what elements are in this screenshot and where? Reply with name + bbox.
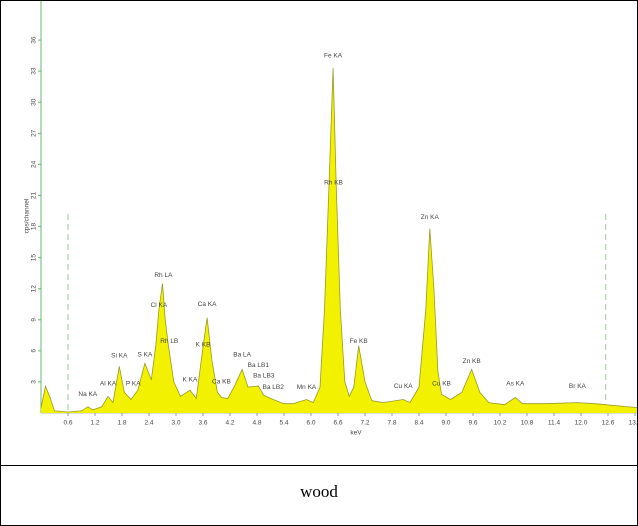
peak-label: Si KA — [111, 353, 128, 360]
peak-label: Ba LB2 — [263, 384, 285, 391]
peak-label: Cu KA — [394, 383, 413, 390]
caption: wood — [300, 482, 338, 501]
x-tick-label: 9.0 — [441, 420, 450, 427]
y-tick-label: 36 — [31, 36, 38, 44]
peak-label: Fe KA — [324, 52, 343, 59]
peak-label: Na KA — [78, 391, 97, 398]
y-tick-label: 27 — [31, 129, 38, 137]
x-tick-label: 11.4 — [548, 420, 561, 427]
x-tick-label: 13.2 — [629, 420, 637, 427]
x-tick-label: 7.8 — [387, 420, 396, 427]
peak-label: Zn KA — [421, 214, 440, 221]
y-tick-label: 21 — [31, 191, 38, 199]
spectrum-cell: 3 6 9 12 15 18 21 24 27 30 33 36 0.6 1.2 1.8 2.4 3.0 3.6 4… — [1, 1, 637, 466]
x-tick-label: 2.4 — [144, 420, 153, 427]
y-tick-label: 18 — [31, 223, 38, 231]
x-tick-label: 5.4 — [279, 420, 288, 427]
peak-label: Ba LB1 — [248, 362, 270, 369]
x-tick-label: 7.2 — [360, 420, 369, 427]
peak-label: Ba LA — [233, 352, 251, 359]
y-tick-label: 12 — [31, 285, 38, 293]
spectrum-line — [40, 67, 637, 413]
peak-label: Al KA — [100, 381, 117, 388]
peak-label: Mn KA — [297, 384, 317, 391]
y-axis-label: cps/channel — [24, 198, 31, 233]
y-tick-label: 9 — [31, 318, 38, 322]
peak-label: P KA — [126, 381, 141, 388]
peak-label: Cl KA — [151, 302, 168, 309]
x-tick-label: 1.8 — [117, 420, 126, 427]
x-axis-label: keV — [350, 430, 362, 437]
y-tick-label: 6 — [31, 349, 38, 353]
peak-label: K KA — [183, 377, 198, 384]
peak-label: S KA — [138, 352, 153, 359]
x-tick-label: 3.6 — [198, 420, 207, 427]
x-tick-label: 4.8 — [252, 420, 261, 427]
peak-label: Zn KB — [463, 358, 481, 365]
y-tick-label: 15 — [31, 254, 38, 262]
x-tick-label: 6.6 — [333, 420, 342, 427]
y-tick-label: 3 — [31, 380, 38, 384]
y-tick-label: 33 — [31, 67, 38, 75]
peak-label: Rh LA — [154, 272, 173, 279]
peak-label: Rh KB — [324, 180, 343, 187]
peak-label: K KB — [196, 341, 211, 348]
x-tick-label: 1.2 — [90, 420, 99, 427]
peak-label: Ca KA — [198, 301, 217, 308]
x-tick-label: 9.6 — [468, 420, 477, 427]
peak-label: As KA — [506, 381, 525, 388]
spectrum-area — [41, 68, 637, 413]
peak-label: Br KA — [569, 383, 587, 390]
y-tick-label: 24 — [31, 160, 38, 168]
x-tick-label: 12.0 — [575, 420, 588, 427]
x-tick-label: 3.0 — [171, 420, 180, 427]
x-tick-label: 10.2 — [494, 420, 507, 427]
x-tick-label: 8.4 — [414, 420, 423, 427]
peak-label: Rh LB — [160, 338, 178, 345]
y-tick-label: 30 — [31, 98, 38, 106]
x-tick-label: 4.2 — [225, 420, 234, 427]
peak-label: Ca KB — [212, 379, 231, 386]
peak-label: Fe KB — [350, 338, 368, 345]
peak-label: Ba LB3 — [253, 372, 275, 379]
x-tick-label: 6.0 — [306, 420, 315, 427]
x-tick-label: 12.6 — [602, 420, 615, 427]
x-tick-label: 10.8 — [521, 420, 534, 427]
peak-label: Cu KB — [432, 381, 451, 388]
x-tick-label: 0.6 — [63, 420, 72, 427]
